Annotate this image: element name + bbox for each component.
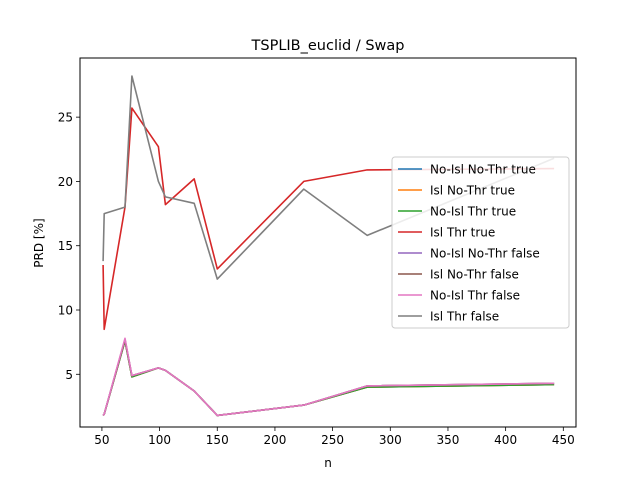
x-tick-label: 350 (437, 433, 460, 447)
x-tick-label: 300 (379, 433, 402, 447)
y-axis-label: PRD [%] (32, 218, 46, 267)
x-tick-label: 200 (263, 433, 286, 447)
x-tick-label: 250 (321, 433, 344, 447)
legend-label: Isl Thr false (430, 310, 499, 324)
series-line-4 (102, 107, 555, 331)
chart-title: TSPLIB_euclid / Swap (251, 38, 405, 54)
x-tick-label: 50 (94, 433, 109, 447)
legend-label: Isl No-Thr false (430, 268, 519, 282)
legend-label: No-Isl No-Thr false (430, 247, 540, 261)
x-tick-label: 150 (206, 433, 229, 447)
series-layer (102, 75, 555, 417)
plot-frame (79, 57, 577, 428)
y-tick-label: 5 (65, 368, 73, 382)
legend-label: No-Isl Thr false (430, 289, 520, 303)
x-tick-label: 450 (552, 433, 575, 447)
x-tick-label: 100 (148, 433, 171, 447)
y-tick-label: 25 (58, 111, 73, 125)
legend-label: Isl No-Thr true (430, 184, 515, 198)
x-tick-label: 400 (494, 433, 517, 447)
legend-label: No-Isl Thr true (430, 205, 516, 219)
y-tick-label: 20 (58, 175, 73, 189)
legend-box (391, 156, 570, 329)
y-tick-label: 10 (58, 304, 73, 318)
series-line-7 (102, 337, 555, 417)
legend-label: No-Isl No-Thr true (430, 163, 536, 177)
series-line-8 (102, 75, 555, 280)
tick-layer: 50 100 150 200 250 300 350 400 450 5 10 15 20 25 (58, 111, 575, 447)
legend-label: Isl Thr true (430, 226, 495, 240)
x-axis-label: n (324, 456, 332, 470)
legend: No-Isl No-Thr true Isl No-Thr true No-Isl … (391, 156, 570, 329)
y-tick-label: 15 (58, 239, 73, 253)
